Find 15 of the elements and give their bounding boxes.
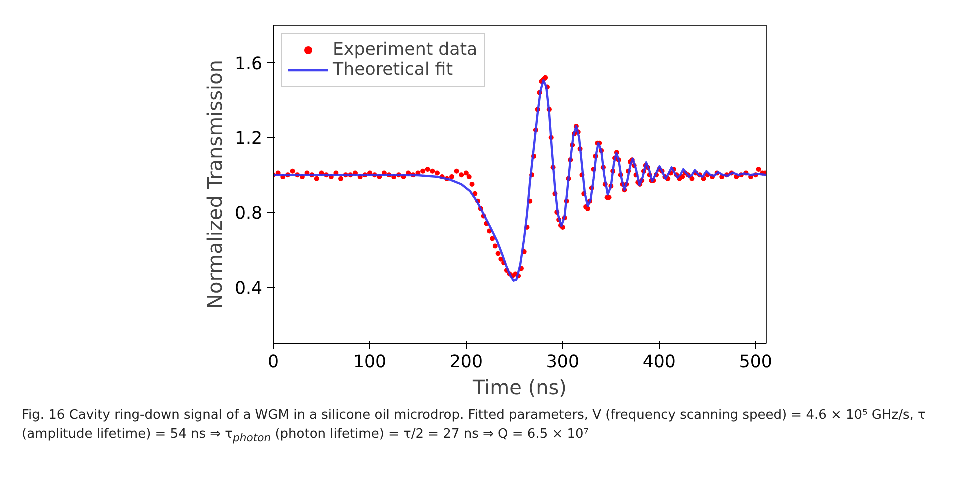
y-tick-label: 1.2 [234, 129, 263, 150]
x-axis-title: Time (ns) [472, 376, 568, 400]
x-tick-label: 500 [739, 352, 772, 372]
legend-label: Theoretical fit [333, 60, 454, 80]
x-tick-label: 300 [546, 352, 580, 372]
legend-label: Experiment data [333, 40, 478, 60]
x-tick-label: 100 [353, 352, 387, 372]
caption: Fig. 16 Cavity ring-down signal of a WGM in a silicone oil microdrop. Fitted parameters, V (frequency scanning speed) = 4.6 × 10⁵ GHz/s, τ (amplitude lifetime) = 54 ns ⇒ τ$_{photon}$ (photon lifetime) = τ/2 = 27 ns ⇒ Q = 6.5 × 10⁷ [22, 407, 927, 446]
x-tick-label: 400 [642, 352, 676, 372]
y-axis-title: Normalized Transmission [202, 60, 227, 309]
y-tick-label: 0.4 [234, 278, 263, 299]
x-tick-label: 200 [450, 352, 483, 372]
y-tick-label: 1.6 [234, 54, 263, 74]
y-tick-label: 0.8 [234, 204, 263, 224]
x-tick-label: 0 [268, 352, 280, 372]
